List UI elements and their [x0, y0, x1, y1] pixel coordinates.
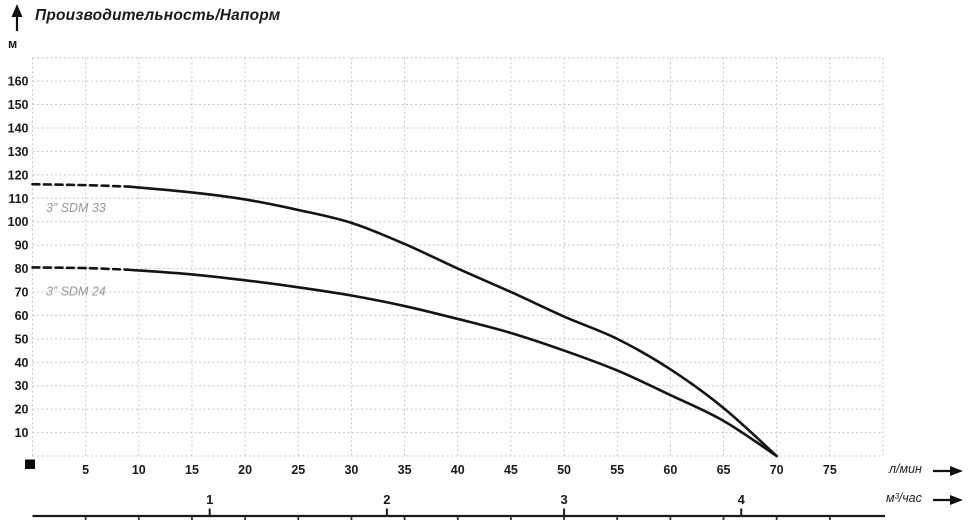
- y-tick-label: 110: [8, 192, 28, 206]
- x-tick-label: 45: [504, 463, 518, 477]
- x-axis-primary-unit-label: л/мин: [889, 462, 922, 476]
- chart-title: Производительность/Напорм: [35, 7, 281, 24]
- y-tick-label: 130: [8, 145, 29, 159]
- x-tick-label: 30: [344, 463, 358, 477]
- x-tick-label: 10: [132, 463, 146, 477]
- y-tick-label: 40: [15, 356, 29, 370]
- x-tick-label: 15: [185, 463, 199, 477]
- pump-curve-sdm33-dashed-segment: [31, 182, 130, 188]
- y-tick-label: 150: [8, 98, 29, 112]
- pump-curve-sdm24-dashed-segment: [31, 266, 130, 272]
- y-axis-unit-label: м: [8, 37, 18, 51]
- y-tick-label: 10: [15, 426, 29, 440]
- secondary-tick-label: 4: [738, 492, 746, 507]
- x-axis-primary-arrow-icon: [933, 464, 963, 476]
- x-axis-secondary-unit-label: м³/час: [886, 491, 922, 505]
- x-tick-label: 5: [82, 463, 89, 477]
- y-tick-label: 140: [8, 121, 29, 135]
- y-tick-label: 20: [15, 403, 29, 417]
- x-tick-label: 35: [398, 463, 412, 477]
- y-axis-arrow-icon: [9, 4, 25, 32]
- series-label-sdm33: 3” SDM 33: [46, 201, 106, 215]
- x-tick-label: 20: [238, 463, 252, 477]
- y-tick-label: 160: [8, 75, 29, 89]
- y-tick-label: 60: [15, 309, 29, 323]
- y-tick-label: 120: [8, 168, 29, 182]
- pump-curve-sdm33: [126, 185, 778, 458]
- x-tick-label: 40: [451, 463, 465, 477]
- y-tick-label: 30: [15, 379, 29, 393]
- y-tick-label: 80: [15, 262, 29, 276]
- series-label-sdm24: 3” SDM 24: [46, 284, 106, 298]
- x-tick-label: 70: [770, 463, 784, 477]
- x-tick-label: 50: [557, 463, 571, 477]
- x-tick-label: 60: [663, 463, 677, 477]
- secondary-tick-label: 1: [206, 492, 213, 507]
- y-tick-label: 50: [15, 332, 29, 346]
- x-axis-secondary-arrow-icon: [933, 493, 963, 505]
- y-tick-label: 70: [15, 285, 29, 299]
- pump-curve-sdm24: [126, 268, 778, 458]
- y-tick-label: 90: [15, 239, 29, 253]
- x-tick-label: 25: [291, 463, 305, 477]
- y-tick-label: 100: [8, 215, 29, 229]
- origin-marker: [25, 459, 35, 469]
- x-tick-label: 65: [717, 463, 731, 477]
- x-tick-label: 75: [823, 463, 837, 477]
- x-tick-label: 55: [610, 463, 624, 477]
- secondary-tick-label: 3: [560, 492, 567, 507]
- secondary-tick-label: 2: [383, 492, 390, 507]
